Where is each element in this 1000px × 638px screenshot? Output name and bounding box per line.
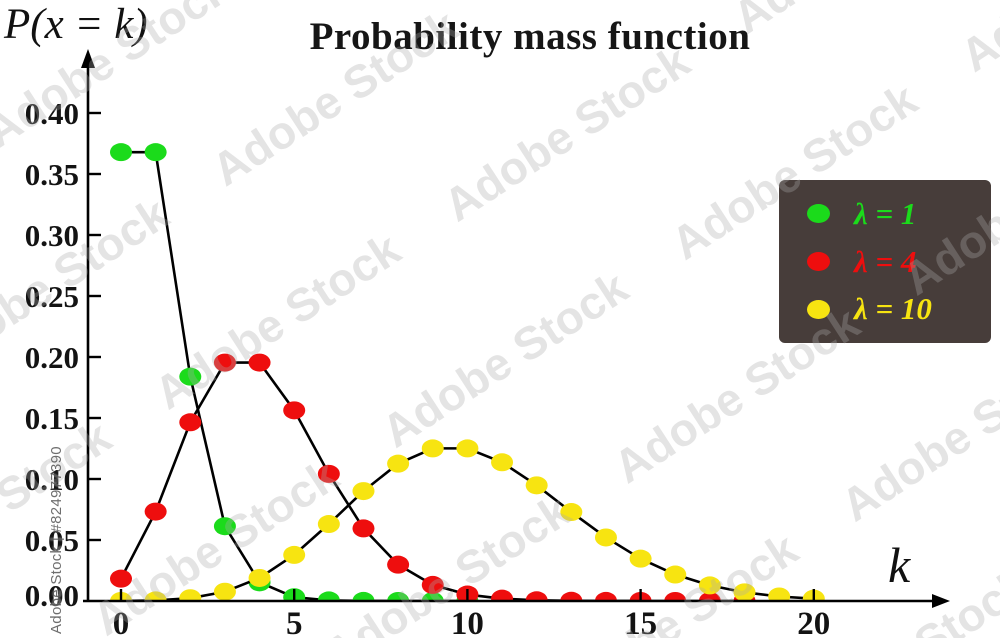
data-point <box>213 353 236 372</box>
data-point <box>387 592 410 602</box>
data-point <box>560 591 583 602</box>
y-tick-label: 0.15 <box>25 401 79 436</box>
data-point <box>213 517 236 536</box>
data-point <box>317 591 340 602</box>
y-tick-label: 0.00 <box>25 578 79 613</box>
x-axis-label: k <box>888 537 911 593</box>
x-axis-arrowhead-icon <box>932 594 950 608</box>
legend-marker-green-icon <box>807 204 830 224</box>
data-point <box>491 589 514 602</box>
data-point <box>352 591 375 602</box>
data-point <box>629 549 652 568</box>
legend-label: λ = 10 <box>854 291 932 327</box>
data-point <box>698 576 721 595</box>
data-point <box>110 569 132 588</box>
legend-marker-red-icon <box>807 252 830 271</box>
data-point <box>110 143 132 162</box>
data-point <box>594 591 617 602</box>
data-point <box>768 587 791 602</box>
x-tick-label: 20 <box>797 606 830 638</box>
data-point <box>179 589 202 602</box>
data-point <box>525 591 548 602</box>
data-point <box>421 575 444 594</box>
legend-item-lambda-4: λ = 4 <box>807 244 991 280</box>
data-point <box>317 515 340 534</box>
data-point <box>594 528 617 547</box>
data-point <box>317 464 340 483</box>
data-point <box>525 476 548 495</box>
x-tick-label: 15 <box>624 606 657 638</box>
data-point <box>179 413 202 432</box>
series-group <box>110 143 825 602</box>
y-tick-label: 0.35 <box>25 157 79 192</box>
data-point <box>283 401 306 420</box>
x-tick-label: 0 <box>113 606 130 638</box>
data-point <box>421 439 444 458</box>
legend-label: λ = 4 <box>854 243 917 279</box>
data-point <box>144 591 167 602</box>
y-tick-label: 0.30 <box>25 218 79 253</box>
y-tick-label: 0.20 <box>25 340 79 375</box>
data-point <box>387 454 410 473</box>
data-point <box>179 367 202 386</box>
data-point <box>248 353 271 372</box>
data-point <box>387 555 410 574</box>
x-tick-label: 5 <box>286 606 303 638</box>
y-axis-arrowhead-icon <box>81 49 95 68</box>
chart-title: Probability mass function <box>309 15 751 58</box>
series-line-0 <box>121 150 468 602</box>
y-tick-label: 0.25 <box>25 279 79 314</box>
y-tick-label: 0.10 <box>25 462 79 497</box>
data-point <box>698 592 721 602</box>
y-axis-label: P(x = k) <box>4 1 148 48</box>
legend-item-lambda-1: λ = 1 <box>807 196 991 232</box>
legend: λ = 1 λ = 4 λ = 10 <box>779 180 991 343</box>
y-tick-label: 0.05 <box>25 523 79 558</box>
x-tick-label: 10 <box>451 606 484 638</box>
data-point <box>248 568 271 587</box>
data-point <box>491 453 514 472</box>
legend-label: λ = 1 <box>854 195 917 231</box>
data-point <box>733 583 756 602</box>
data-point <box>560 503 583 522</box>
data-point <box>664 565 687 584</box>
legend-marker-yellow-icon <box>807 299 830 319</box>
data-point <box>352 519 375 538</box>
data-point <box>456 439 479 458</box>
data-point <box>213 582 236 601</box>
data-point <box>352 482 375 501</box>
y-tick-label: 0.40 <box>25 96 79 131</box>
data-point <box>144 502 167 521</box>
data-point <box>283 545 306 564</box>
legend-item-lambda-10: λ = 10 <box>807 291 991 327</box>
data-point <box>144 143 167 162</box>
data-point <box>421 592 444 602</box>
data-point <box>664 592 687 602</box>
